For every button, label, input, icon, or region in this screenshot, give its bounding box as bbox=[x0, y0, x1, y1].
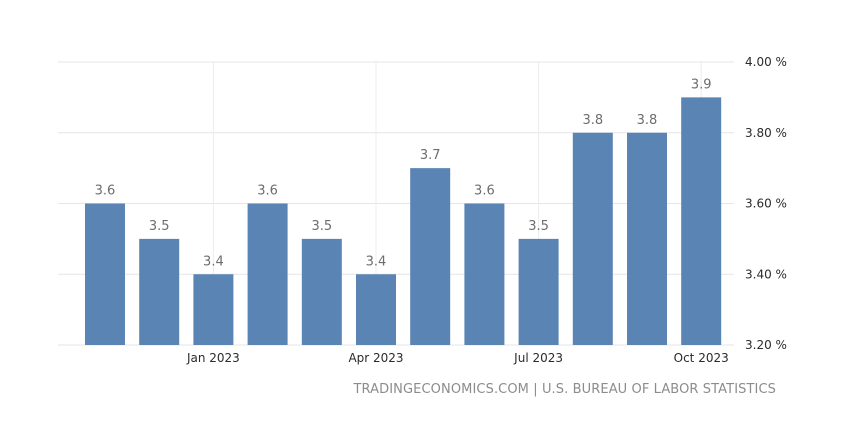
bar bbox=[139, 238, 180, 345]
bar-value-label: 3.6 bbox=[474, 184, 495, 199]
bar bbox=[410, 168, 451, 345]
bar-value-label: 3.4 bbox=[366, 254, 387, 269]
bar-value-label: 3.8 bbox=[582, 113, 603, 128]
bar bbox=[193, 274, 234, 345]
x-tick-label: Apr 2023 bbox=[348, 351, 403, 365]
bar bbox=[464, 203, 505, 345]
bar-value-label: 3.6 bbox=[95, 184, 116, 199]
bar bbox=[301, 238, 342, 345]
bar-value-label: 3.5 bbox=[149, 219, 170, 234]
bar bbox=[627, 132, 667, 345]
y-tick-label: 3.60 % bbox=[745, 197, 787, 211]
source-credit: TRADINGECONOMICS.COM | U.S. BUREAU OF LA… bbox=[353, 382, 776, 397]
y-tick-label: 3.40 % bbox=[745, 267, 787, 281]
bar-value-label: 3.6 bbox=[257, 184, 278, 199]
x-tick-label: Oct 2023 bbox=[674, 351, 729, 365]
y-tick-label: 3.80 % bbox=[745, 126, 787, 140]
bar-value-label: 3.5 bbox=[311, 219, 332, 234]
bar-value-label: 3.8 bbox=[637, 113, 658, 128]
bar bbox=[572, 132, 613, 345]
x-tick-label: Jul 2023 bbox=[513, 351, 563, 365]
bar bbox=[518, 238, 559, 345]
bar-value-label: 3.9 bbox=[691, 77, 712, 92]
bar bbox=[247, 203, 288, 345]
bar-value-label: 3.5 bbox=[528, 219, 549, 234]
bar-value-label: 3.4 bbox=[203, 254, 224, 269]
bar bbox=[356, 274, 396, 345]
x-tick-label: Jan 2023 bbox=[186, 351, 240, 365]
bar bbox=[85, 203, 125, 345]
y-tick-label: 4.00 % bbox=[745, 55, 787, 69]
bar bbox=[681, 97, 722, 345]
y-tick-label: 3.20 % bbox=[745, 338, 787, 352]
bar-value-label: 3.7 bbox=[420, 148, 441, 163]
